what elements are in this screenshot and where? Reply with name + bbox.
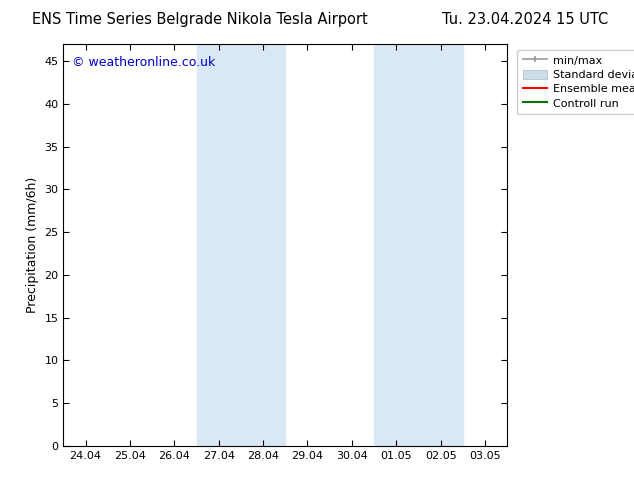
Bar	[197, 44, 285, 446]
Legend: min/max, Standard deviation, Ensemble mean run, Controll run: min/max, Standard deviation, Ensemble me…	[517, 49, 634, 114]
Y-axis label: Precipitation (mm/6h): Precipitation (mm/6h)	[26, 177, 39, 313]
Text: Tu. 23.04.2024 15 UTC: Tu. 23.04.2024 15 UTC	[443, 12, 609, 27]
Text: © weatheronline.co.uk: © weatheronline.co.uk	[72, 56, 216, 69]
Bar	[374, 44, 463, 446]
Text: ENS Time Series Belgrade Nikola Tesla Airport: ENS Time Series Belgrade Nikola Tesla Ai…	[32, 12, 368, 27]
